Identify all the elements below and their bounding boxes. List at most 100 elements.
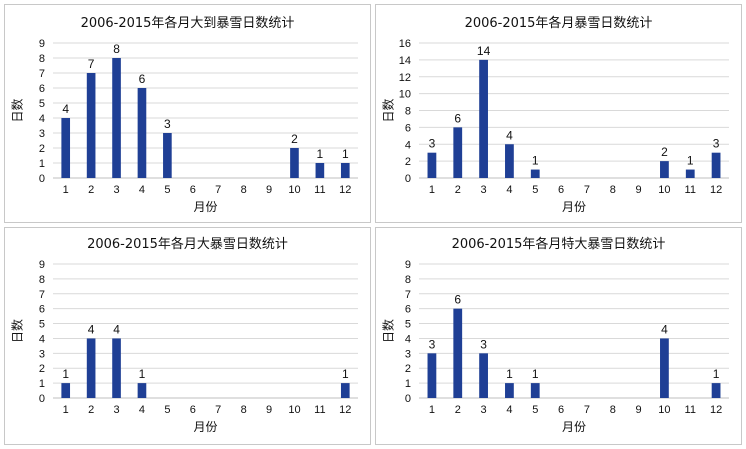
y-tick-label: 0 bbox=[39, 173, 45, 185]
chart-blizzard-days: 2006-2015年各月暴雪日数统计0246810121416316214344… bbox=[381, 15, 729, 214]
y-tick-label: 0 bbox=[405, 173, 411, 185]
y-tick-label: 4 bbox=[39, 113, 45, 125]
y-axis-label: 日数 bbox=[10, 98, 25, 122]
y-tick-label: 4 bbox=[39, 333, 45, 345]
x-tick-label: 10 bbox=[658, 184, 670, 196]
data-label: 1 bbox=[532, 367, 539, 381]
y-tick-label: 1 bbox=[405, 378, 411, 390]
x-tick-label: 7 bbox=[215, 184, 221, 196]
bar bbox=[685, 169, 695, 178]
y-tick-label: 6 bbox=[39, 83, 45, 95]
x-tick-label: 8 bbox=[610, 404, 616, 416]
data-label: 3 bbox=[713, 137, 720, 151]
x-axis-label: 月份 bbox=[562, 420, 586, 434]
bar bbox=[137, 383, 147, 398]
bar bbox=[427, 353, 437, 398]
x-tick-label: 1 bbox=[429, 404, 435, 416]
data-label: 3 bbox=[480, 337, 487, 351]
x-axis-label: 月份 bbox=[193, 200, 217, 214]
bar bbox=[711, 152, 721, 178]
y-tick-label: 1 bbox=[39, 158, 45, 170]
bar bbox=[163, 133, 172, 178]
x-tick-label: 9 bbox=[636, 404, 642, 416]
bar bbox=[61, 118, 71, 178]
x-tick-label: 11 bbox=[314, 184, 325, 196]
x-tick-label: 8 bbox=[241, 184, 247, 196]
x-tick-label: 8 bbox=[241, 404, 247, 416]
x-tick-label: 7 bbox=[584, 404, 590, 416]
bar bbox=[427, 152, 437, 178]
x-tick-label: 4 bbox=[506, 404, 512, 416]
x-tick-label: 4 bbox=[139, 404, 145, 416]
bar bbox=[137, 88, 147, 178]
bar bbox=[61, 383, 71, 398]
data-label: 4 bbox=[661, 322, 668, 336]
x-tick-label: 3 bbox=[113, 404, 119, 416]
y-tick-label: 0 bbox=[405, 393, 411, 405]
x-tick-label: 1 bbox=[429, 184, 435, 196]
x-tick-label: 2 bbox=[455, 404, 461, 416]
y-tick-label: 5 bbox=[39, 98, 45, 110]
x-tick-label: 5 bbox=[164, 184, 170, 196]
x-tick-label: 5 bbox=[532, 184, 538, 196]
data-label: 6 bbox=[139, 72, 146, 86]
x-axis-label: 月份 bbox=[193, 420, 217, 434]
x-tick-label: 11 bbox=[314, 404, 325, 416]
data-label: 1 bbox=[342, 367, 349, 381]
bar bbox=[505, 144, 514, 178]
y-axis-label: 日数 bbox=[10, 319, 25, 343]
x-axis-label: 月份 bbox=[562, 200, 586, 214]
y-tick-label: 7 bbox=[39, 68, 45, 80]
x-tick-label: 12 bbox=[339, 404, 351, 416]
x-tick-label: 10 bbox=[288, 404, 300, 416]
chart-panel-1: 2006-2015年各月大到暴雪日数统计 0 1 2 3 4 5 6 7 8 9 4 1 7 2 8 3 6 4 3 5… bbox=[4, 4, 371, 223]
y-tick-label: 2 bbox=[405, 156, 411, 168]
data-label: 3 bbox=[429, 337, 436, 351]
y-tick-label: 0 bbox=[39, 393, 45, 405]
x-tick-label: 3 bbox=[113, 184, 119, 196]
y-tick-label: 14 bbox=[399, 55, 411, 67]
x-tick-label: 12 bbox=[339, 184, 351, 196]
data-label: 6 bbox=[454, 111, 461, 125]
bar bbox=[660, 161, 669, 178]
y-tick-label: 16 bbox=[399, 38, 411, 50]
bar bbox=[340, 163, 350, 178]
y-tick-label: 4 bbox=[405, 333, 411, 345]
bar bbox=[315, 163, 325, 178]
chart-panel-2: 2006-2015年各月暴雪日数统计 0 2 4 6 8 10 12 14 16 3 1 6 2 14 3 4 4… bbox=[375, 4, 742, 223]
bar bbox=[340, 383, 350, 398]
data-label: 1 bbox=[139, 367, 146, 381]
x-tick-label: 6 bbox=[558, 404, 564, 416]
data-label: 4 bbox=[88, 322, 95, 336]
x-tick-label: 9 bbox=[266, 404, 272, 416]
y-tick-label: 6 bbox=[405, 304, 411, 316]
x-tick-label: 11 bbox=[685, 184, 696, 196]
y-tick-label: 6 bbox=[405, 122, 411, 134]
data-label: 2 bbox=[291, 132, 298, 146]
chart-panel-4: 2006-2015年各月特大暴雪日数统计 0 1 2 3 4 5 6 7 8 9 3 1 6 2 3 3 1 4 1 5… bbox=[375, 227, 742, 445]
data-label: 7 bbox=[88, 57, 95, 71]
chart-heavy-snow-days: 2006-2015年各月大到暴雪日数统计01234567894172836435… bbox=[10, 15, 358, 214]
y-tick-label: 3 bbox=[405, 348, 411, 360]
bar bbox=[112, 338, 121, 398]
bar bbox=[530, 383, 540, 398]
bar bbox=[453, 127, 463, 178]
bar bbox=[86, 338, 96, 398]
x-tick-label: 6 bbox=[190, 184, 196, 196]
x-tick-label: 10 bbox=[658, 404, 670, 416]
x-tick-label: 3 bbox=[481, 184, 487, 196]
bar bbox=[711, 383, 721, 398]
x-tick-label: 2 bbox=[88, 404, 94, 416]
y-tick-label: 1 bbox=[39, 378, 45, 390]
y-tick-label: 8 bbox=[39, 53, 45, 65]
y-tick-label: 7 bbox=[405, 289, 411, 301]
y-tick-label: 12 bbox=[399, 72, 411, 84]
data-label: 4 bbox=[506, 128, 513, 142]
x-tick-label: 4 bbox=[139, 184, 145, 196]
data-label: 1 bbox=[62, 367, 69, 381]
data-label: 14 bbox=[477, 44, 491, 58]
y-tick-label: 3 bbox=[39, 348, 45, 360]
x-tick-label: 12 bbox=[710, 404, 722, 416]
y-tick-label: 5 bbox=[39, 319, 45, 331]
x-tick-label: 3 bbox=[481, 404, 487, 416]
